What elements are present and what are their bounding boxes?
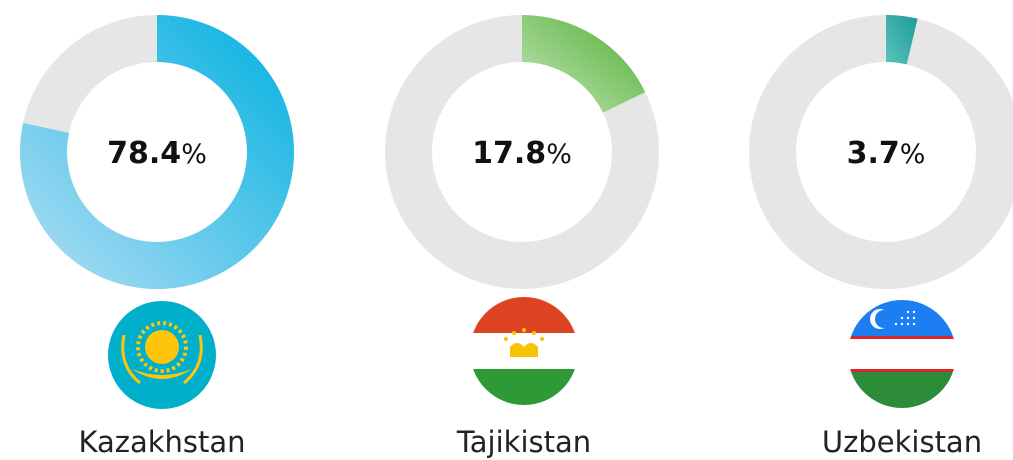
country-name: Tajikistan (456, 425, 591, 459)
donut-segment (19, 15, 294, 289)
value-label: 78.4% (107, 136, 207, 171)
country-name: Kazakhstan (78, 425, 245, 459)
value-unit: % (546, 139, 572, 170)
value-unit: % (900, 139, 926, 170)
value-number: 78.4 (107, 136, 181, 171)
value-number: 3.7 (847, 136, 900, 171)
donut-segment (522, 15, 646, 113)
donut-segment (886, 15, 918, 65)
flag-kazakhstan (108, 301, 216, 409)
value-label: 3.7% (847, 136, 926, 171)
country-name: Uzbekistan (822, 425, 982, 459)
value-number: 17.8 (472, 136, 546, 171)
value-label: 17.8% (472, 136, 572, 171)
value-unit: % (181, 139, 207, 170)
flag-uzbekistan (848, 300, 956, 408)
flag-tajikistan (470, 297, 578, 405)
